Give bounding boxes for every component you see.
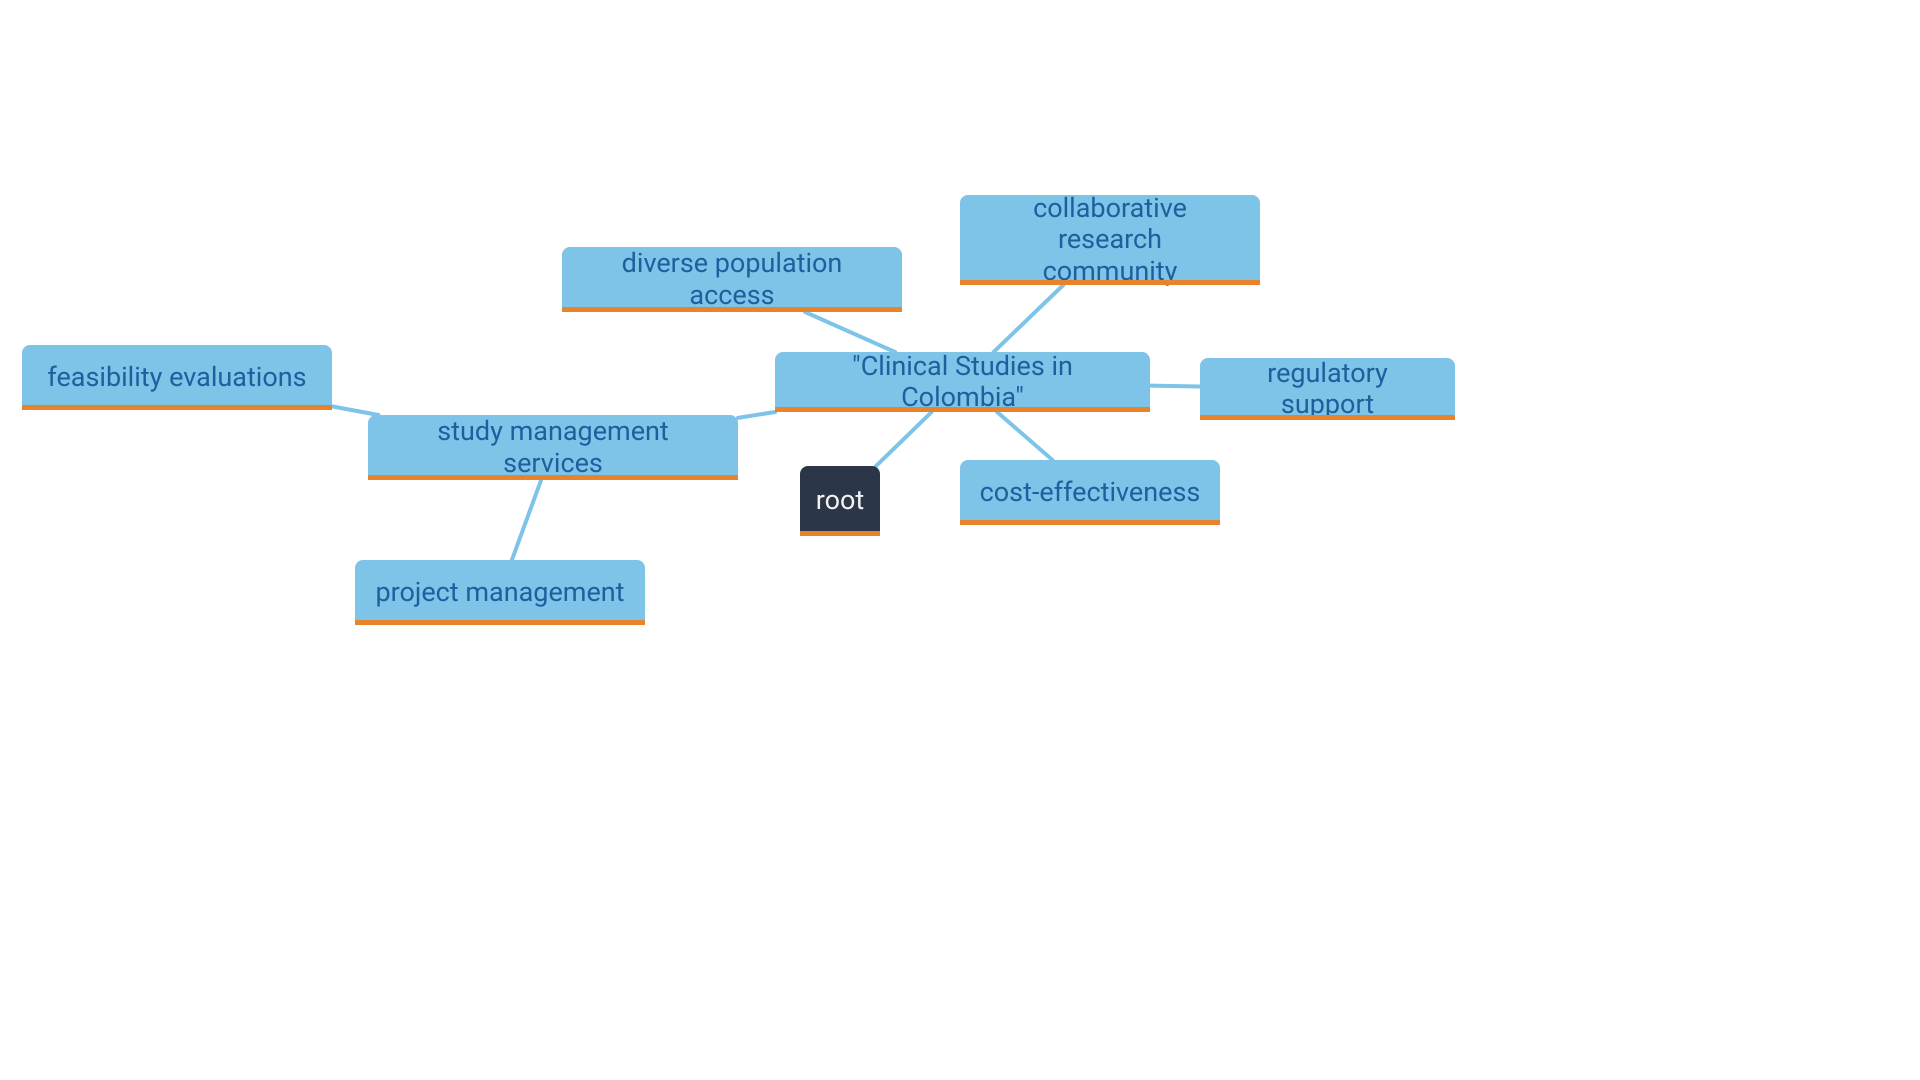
node-underline bbox=[355, 620, 645, 625]
node-label: root bbox=[816, 485, 865, 516]
node-underline bbox=[562, 307, 902, 312]
node-label: collaborative research community bbox=[978, 193, 1242, 286]
node-regulatory[interactable]: regulatory support bbox=[1200, 358, 1455, 420]
edge-regulatory-clinical bbox=[1150, 386, 1200, 387]
node-project_mgmt[interactable]: project management bbox=[355, 560, 645, 625]
edge-diverse_pop-clinical bbox=[805, 312, 895, 352]
diagram-canvas: feasibility evaluations study management … bbox=[0, 0, 1920, 1080]
node-label: project management bbox=[375, 577, 624, 608]
edge-study_mgmt-project_mgmt bbox=[512, 480, 541, 560]
edge-collab-clinical bbox=[994, 285, 1064, 352]
edge-cost_eff-clinical bbox=[997, 412, 1052, 460]
node-clinical[interactable]: "Clinical Studies in Colombia" bbox=[775, 352, 1150, 412]
node-label: study management services bbox=[386, 416, 720, 478]
node-label: feasibility evaluations bbox=[47, 362, 306, 393]
node-feasibility[interactable]: feasibility evaluations bbox=[22, 345, 332, 410]
edge-study_mgmt-clinical bbox=[738, 412, 775, 418]
node-cost_eff[interactable]: cost-effectiveness bbox=[960, 460, 1220, 525]
edges-layer bbox=[0, 0, 1920, 1080]
node-label: "Clinical Studies in Colombia" bbox=[793, 351, 1132, 413]
node-underline bbox=[775, 407, 1150, 412]
node-root[interactable]: root bbox=[800, 466, 880, 536]
node-diverse_pop[interactable]: diverse population access bbox=[562, 247, 902, 312]
edge-root-clinical bbox=[876, 412, 932, 466]
node-underline bbox=[960, 520, 1220, 525]
node-underline bbox=[22, 405, 332, 410]
node-label: regulatory support bbox=[1218, 358, 1437, 420]
edge-feasibility-study_mgmt bbox=[332, 406, 378, 415]
node-underline bbox=[800, 531, 880, 536]
node-underline bbox=[960, 280, 1260, 285]
node-label: diverse population access bbox=[580, 248, 884, 310]
node-study_mgmt[interactable]: study management services bbox=[368, 415, 738, 480]
node-collab[interactable]: collaborative research community bbox=[960, 195, 1260, 285]
node-underline bbox=[1200, 415, 1455, 420]
node-underline bbox=[368, 475, 738, 480]
node-label: cost-effectiveness bbox=[980, 477, 1201, 508]
